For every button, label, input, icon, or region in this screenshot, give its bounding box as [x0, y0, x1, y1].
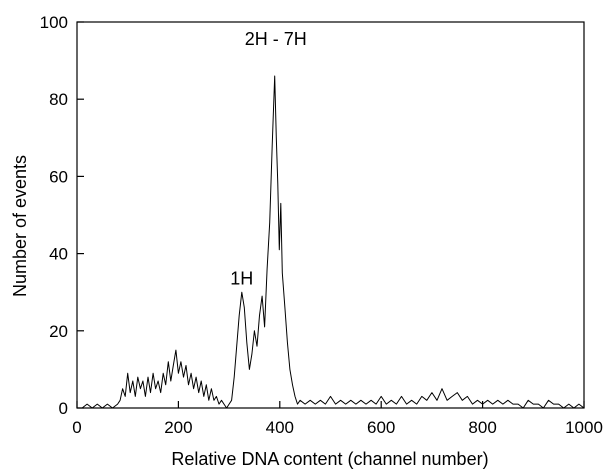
peak-annotation: 1H	[230, 268, 253, 288]
plot-border	[76, 21, 585, 409]
x-tick-label: 400	[266, 418, 294, 437]
x-axis-label: Relative DNA content (channel number)	[171, 449, 488, 469]
y-tick-label: 60	[49, 167, 68, 186]
y-tick-label: 40	[49, 245, 68, 264]
series-layer	[81, 75, 585, 409]
y-axis-label: Number of events	[10, 155, 30, 297]
y-tick-label: 80	[49, 90, 68, 109]
plot-frame	[76, 21, 585, 409]
x-tick-label: 800	[468, 418, 496, 437]
y-axis-ticks: 0 20 40 60 80 100	[40, 13, 84, 418]
y-tick-label: 20	[49, 322, 68, 341]
annotation-layer: 1H 2H - 7H	[230, 29, 306, 288]
x-tick-label: 200	[164, 418, 192, 437]
y-tick-label: 0	[59, 399, 68, 418]
y-tick-label: 100	[40, 13, 68, 32]
x-tick-label: 0	[72, 418, 81, 437]
x-tick-label: 600	[367, 418, 395, 437]
histogram-series-line	[81, 75, 585, 409]
x-axis-ticks: 0 200 400 600 800 1000	[72, 401, 603, 437]
peak-annotation: 2H - 7H	[245, 29, 307, 49]
x-tick-label: 1000	[565, 418, 603, 437]
